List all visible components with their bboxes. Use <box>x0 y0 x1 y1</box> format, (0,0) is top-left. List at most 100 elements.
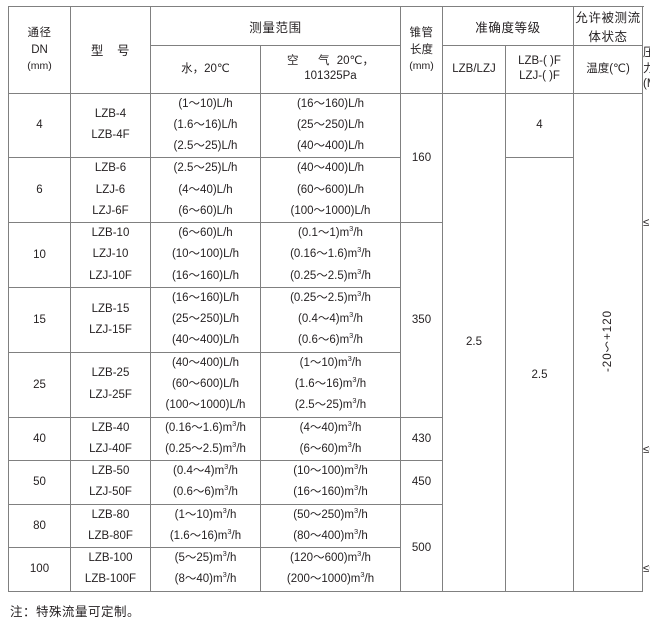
model-line: LZB-40 <box>91 421 130 434</box>
table-row: 6 LZB-6 LZJ-6 LZJ-6F (2.5～25)L/h (4～40)L/h (6～… <box>8 157 643 592</box>
table-row: 15 LZB-15 LZJ-15F (16～160)L/h (25～250)L/h (40… <box>8 286 643 353</box>
range-line: (5～25)m3/h <box>174 549 237 565</box>
header-range-air-line2: 20℃，101325Pa <box>304 54 374 83</box>
range-line: (6～60)L/h <box>178 204 233 217</box>
cell-range-water: (40～400)L/h (60～600)L/h (100～1000)L/h <box>150 351 261 418</box>
range-line: (100～1000)L/h <box>290 204 371 217</box>
range-line: (120～600)m3/h <box>290 549 371 565</box>
cell-dn: 40 <box>8 416 71 462</box>
model-line: LZB-80F <box>88 529 133 542</box>
range-line: (2.5～25)L/h <box>173 140 238 153</box>
cell-range-air: (4～40)m3/h (6～60)m3/h <box>260 416 401 462</box>
header-accuracy-lzb-lzj: LZB/LZJ <box>442 45 506 94</box>
range-line: (8～40)m3/h <box>174 570 237 586</box>
table-row: 40 LZB-40 LZJ-40F (0.16～1.6)m3/h (0.25～2.5)m… <box>8 416 643 462</box>
range-line: (0.6～6)m3/h <box>173 483 238 499</box>
header-cone-line2: 长度 <box>410 44 433 57</box>
cell-range-air: (120～600)m3/h (200～1000)m3/h <box>260 547 401 592</box>
cell-range-air: (10～100)m3/h (16～160)m3/h <box>260 460 401 505</box>
header-temperature: 温度(℃) <box>573 45 644 94</box>
range-line: (40～400)L/h <box>171 334 240 347</box>
range-line: (10～100)m3/h <box>293 462 368 478</box>
range-line: (25～250)L/h <box>171 313 240 326</box>
cell-dn: 50 <box>8 460 71 505</box>
header-accuracy-f-line2: LZJ-( )F <box>519 70 560 83</box>
model-line: LZJ-10 <box>92 248 129 261</box>
range-line: (40～400)L/h <box>296 162 365 175</box>
range-line: (0.4～4)m3/h <box>173 462 238 478</box>
range-line: (0.25～2.5)m3/h <box>290 266 371 282</box>
cell-accuracy-f: 2.5 <box>504 157 575 592</box>
model-line: LZB-4 <box>94 108 127 121</box>
range-line: (6～60)m3/h <box>299 439 362 455</box>
cell-dn: 100 <box>8 547 71 592</box>
header-cone-line1: 锥管 <box>409 27 434 40</box>
model-line: LZJ-40F <box>89 442 132 455</box>
cell-range-air: (0.25～2.5)m3/h (0.4～4)m3/h (0.6～6)m3/h <box>260 286 401 353</box>
range-line: (16～160)L/h <box>171 269 240 282</box>
table-row: 50 LZB-50 LZJ-50F (0.4～4)m3/h (0.6～6)m3/h (10… <box>8 460 643 505</box>
cell-dn: 4 <box>8 92 71 159</box>
range-line: (1～10)m3/h <box>174 505 237 521</box>
cell-range-air: (40～400)L/h (60～600)L/h (100～1000)L/h <box>260 157 401 224</box>
header-range-water: 水，20℃ <box>150 45 261 94</box>
model-line: LZB-25 <box>91 367 130 380</box>
cell-range-air: (16～160)L/h (25～250)L/h (40～400)L/h <box>260 92 401 159</box>
header-accuracy-group: 准确度等级 <box>441 6 575 46</box>
model-line: LZB-6 <box>94 162 127 175</box>
temperature-value: -20～+120 <box>602 309 615 372</box>
model-line: LZJ-6F <box>92 204 129 217</box>
cell-range-water: (0.4～4)m3/h (0.6～6)m3/h <box>150 460 261 505</box>
range-line: (25～250)L/h <box>296 118 365 131</box>
cell-temperature: -20～+120 <box>573 92 644 592</box>
spec-sheet: 通径 DN (mm) 型 号 测量范围 锥管 长度 (mm) 准确度等级 允许被… <box>8 6 650 619</box>
range-line: (0.16～1.6)m3/h <box>290 245 371 261</box>
model-line: LZJ-15F <box>89 323 132 336</box>
range-line: (0.16～1.6)m3/h <box>165 418 246 434</box>
cell-cone-length: 500 <box>400 503 443 592</box>
cell-range-water: (1～10)m3/h (1.6～16)m3/h <box>150 503 261 549</box>
cell-range-water: (16～160)L/h (25～250)L/h (40～400)L/h <box>150 286 261 353</box>
cell-dn: 15 <box>8 286 71 353</box>
header-dn-line2: DN <box>31 44 48 57</box>
range-line: (0.1～1)m3/h <box>298 224 363 240</box>
cell-range-air: (0.1～1)m3/h (0.16～1.6)m3/h (0.25～2.5)m3/h <box>260 222 401 288</box>
cell-dn: 6 <box>8 157 71 224</box>
model-line: LZB-4F <box>91 129 130 142</box>
cell-range-water: (6～60)L/h (10～100)L/h (16～160)L/h <box>150 222 261 288</box>
cell-cone-length: 160 <box>400 92 443 224</box>
table-row: 4 LZB-4 LZB-4F (1～10)L/h (1.6～16)L/h (2.5～25)… <box>8 92 650 592</box>
cell-range-water: (1～10)L/h (1.6～16)L/h (2.5～25)L/h <box>150 92 261 159</box>
cell-model: LZB-50 LZJ-50F <box>70 460 151 505</box>
range-line: (60～600)L/h <box>171 378 240 390</box>
table-header: 通径 DN (mm) 型 号 测量范围 锥管 长度 (mm) 准确度等级 允许被… <box>8 6 650 94</box>
range-line: (2.5～25)m3/h <box>294 396 367 412</box>
range-line: (4～40)L/h <box>178 183 233 196</box>
cell-range-water: (5～25)m3/h (8～40)m3/h <box>150 547 261 592</box>
cell-cone-length: 430 <box>400 416 443 462</box>
cell-accuracy-lzb-lzj: 2.5 <box>442 92 506 592</box>
header-accuracy-f: LZB-( )F LZJ-( )F <box>504 45 575 94</box>
header-model: 型 号 <box>70 6 151 94</box>
range-line: (0.25～2.5)m3/h <box>165 439 246 455</box>
cell-range-water: (2.5～25)L/h (4～40)L/h (6～60)L/h <box>150 157 261 224</box>
range-line: (50～250)m3/h <box>293 505 368 521</box>
table-row: 25 LZB-25 LZJ-25F (40～400)L/h (60～600)L/h (10… <box>8 351 650 456</box>
model-line: LZB-100 <box>88 552 133 565</box>
header-pressure-line2: (MPa) <box>643 78 650 91</box>
cell-model: LZB-80 LZB-80F <box>70 503 151 549</box>
cell-dn: 80 <box>8 503 71 549</box>
range-line: (1～10)L/h <box>178 97 233 110</box>
cell-model: LZB-10 LZJ-10 LZJ-10F <box>70 222 151 288</box>
cell-model: LZB-100 LZB-100F <box>70 547 151 592</box>
model-line: LZB-10 <box>91 227 130 240</box>
cell-accuracy-f: 4 <box>504 92 575 159</box>
range-line: (100～1000)L/h <box>165 399 246 412</box>
cell-model: LZB-15 LZJ-15F <box>70 286 151 353</box>
range-line: (0.25～2.5)m3/h <box>290 289 371 304</box>
table-row: 10 LZB-10 LZJ-10 LZJ-10F (6～60)L/h (10～100)L/… <box>8 222 643 418</box>
cell-cone-length: 350 <box>400 222 443 418</box>
range-line: (1.6～16)m3/h <box>169 527 242 542</box>
range-line: (1.6～16)m3/h <box>294 375 367 390</box>
cell-model: LZB-4 LZB-4F <box>70 92 151 159</box>
